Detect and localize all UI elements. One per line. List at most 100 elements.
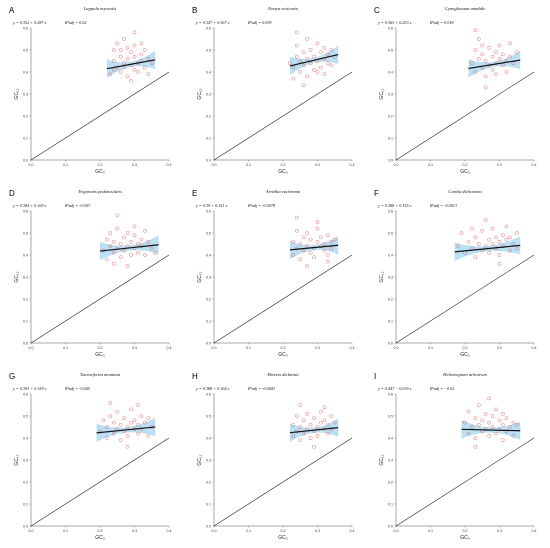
data-point	[322, 248, 327, 253]
y-tick-label: 0.2	[23, 297, 28, 301]
y-tick-label: 0.5	[206, 414, 211, 418]
data-point	[118, 70, 123, 74]
data-point	[501, 438, 505, 443]
panel-title: Heliotropium arboreum	[442, 372, 487, 377]
data-point	[508, 54, 512, 59]
chart-panel-d: D Trigonotis peduncularis y = 0.384 + 0.16…	[9, 189, 172, 358]
x-axis-label: GC₃	[278, 352, 288, 358]
panel-title: Ehretia dicksonii	[266, 372, 299, 377]
x-tick-label: 0.4	[350, 529, 355, 533]
panel-title: Arnebia euchroma	[265, 189, 301, 194]
data-point	[291, 422, 296, 427]
y-tick-label: 0.4	[23, 253, 28, 257]
x-tick-label: 0.3	[497, 346, 502, 350]
data-point	[487, 250, 491, 255]
data-point	[480, 52, 485, 57]
data-point	[294, 30, 299, 35]
data-point	[326, 253, 330, 257]
data-point	[146, 433, 151, 438]
x-tick-label: 0.2	[98, 163, 103, 167]
data-point	[294, 414, 299, 418]
data-point	[298, 403, 303, 407]
data-point	[501, 52, 505, 57]
data-point	[129, 239, 133, 244]
data-point	[329, 414, 334, 418]
y-axis-label: GC₁₂	[379, 454, 385, 465]
x-tick-label: 0.1	[246, 529, 251, 533]
data-point	[322, 45, 327, 50]
data-point	[298, 59, 303, 63]
data-point	[319, 409, 323, 414]
data-point	[125, 425, 130, 429]
data-point	[504, 237, 509, 242]
y-tick-label: 0.2	[23, 480, 28, 484]
panel-title: Tournefortia montana	[80, 372, 121, 377]
panel-title: Nonea vesicaria	[267, 6, 299, 11]
panel-letter: E	[192, 189, 197, 198]
data-point	[308, 436, 313, 440]
r-squared: R²adj = 0.02	[64, 20, 86, 25]
y-axis-label: GC₁₂	[14, 454, 20, 465]
data-point	[329, 63, 334, 68]
y-tick-label: 0.5	[388, 231, 393, 235]
data-point	[118, 438, 123, 443]
data-point	[115, 226, 120, 231]
data-point	[294, 54, 299, 59]
data-point	[319, 235, 323, 240]
data-point	[125, 264, 130, 268]
data-point	[329, 48, 334, 52]
panel-letter: F	[374, 189, 379, 198]
data-point	[476, 56, 481, 61]
data-point	[312, 255, 316, 260]
data-point	[305, 56, 309, 61]
data-point	[139, 41, 144, 46]
x-tick-label: 0.3	[497, 163, 502, 167]
panel-letter: I	[374, 372, 376, 381]
y-tick-label: 0.3	[206, 92, 211, 96]
data-point	[470, 61, 474, 66]
r-squared: R²adj = -0.0043	[247, 386, 275, 391]
data-point	[487, 237, 491, 242]
x-axis-label: GC₃	[278, 535, 288, 541]
data-point	[153, 250, 158, 255]
y-tick-label: 0.4	[206, 436, 211, 440]
data-point	[326, 431, 330, 436]
chart-panel-h: H Ehretia dicksonii y = 0.388 + 0.164 x R²a…	[192, 372, 355, 541]
data-point	[122, 37, 126, 41]
y-axis-label: GC₁₂	[14, 88, 20, 99]
data-point	[480, 43, 485, 48]
data-point	[111, 420, 116, 425]
y-tick-label: 0.6	[388, 26, 393, 30]
y-tick-label: 0.0	[388, 158, 393, 162]
data-point	[129, 407, 133, 412]
x-tick-label: 0.4	[532, 529, 537, 533]
data-point	[139, 414, 144, 418]
x-tick-label: 0.4	[532, 346, 537, 350]
data-point	[463, 420, 467, 425]
data-point	[490, 67, 495, 72]
data-point	[308, 237, 313, 242]
data-point	[118, 48, 123, 52]
panel-letter: A	[9, 6, 15, 15]
data-point	[480, 228, 485, 233]
data-point	[305, 37, 309, 41]
data-point	[480, 418, 485, 423]
y-tick-label: 0.3	[388, 458, 393, 462]
data-point	[143, 48, 147, 52]
data-point	[298, 70, 303, 74]
regression-line	[99, 244, 159, 252]
data-point	[476, 422, 481, 427]
data-point	[111, 431, 116, 436]
data-point	[322, 405, 327, 410]
data-point	[473, 436, 478, 440]
data-point	[326, 61, 330, 66]
data-point	[308, 48, 313, 52]
data-point	[514, 246, 519, 251]
data-point	[508, 425, 512, 429]
x-tick-label: 0.1	[63, 163, 68, 167]
data-point	[315, 239, 320, 244]
r-squared: R²adj = −0.02	[429, 386, 454, 391]
data-point	[301, 83, 306, 88]
x-tick-label: 0.3	[315, 529, 320, 533]
data-point	[132, 30, 137, 35]
